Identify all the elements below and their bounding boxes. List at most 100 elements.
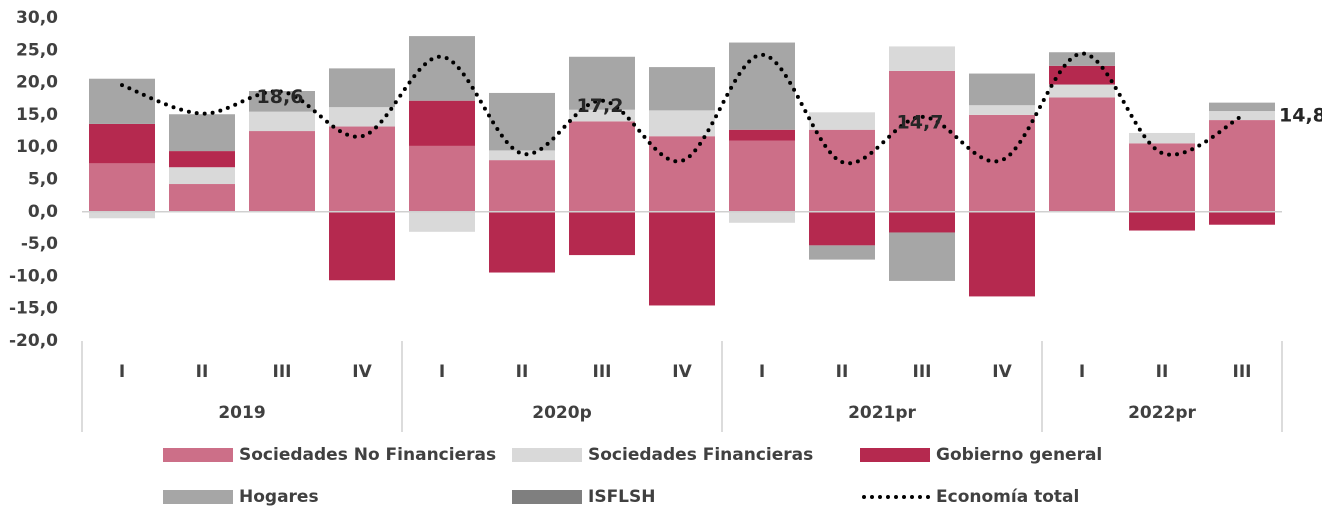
x-tick-label: III xyxy=(273,362,292,382)
bar-segment xyxy=(409,145,475,212)
bar-segment xyxy=(889,211,955,233)
bar-segment xyxy=(729,129,795,141)
bar-segment xyxy=(649,67,715,111)
x-tick-label: I xyxy=(119,362,125,382)
bar-segment xyxy=(169,151,235,168)
group-label: 2020p xyxy=(532,403,591,423)
y-tick-label: -20,0 xyxy=(9,331,58,351)
bar-segment xyxy=(1209,102,1275,112)
bar-segment xyxy=(1049,97,1115,212)
bar-segment xyxy=(569,109,635,122)
x-tick-label: II xyxy=(196,362,209,382)
y-tick-label: 10,0 xyxy=(16,137,58,157)
bar-segment xyxy=(489,160,555,212)
y-tick-label: 5,0 xyxy=(28,170,58,190)
bar-segment xyxy=(329,68,395,108)
bar-segment xyxy=(649,110,715,137)
data-label: 18,6 xyxy=(257,86,304,108)
bar-segment xyxy=(729,211,795,223)
legend-label: Sociedades No Financieras xyxy=(239,445,496,465)
bar-segment xyxy=(889,46,955,71)
bar-segment xyxy=(1049,65,1115,85)
bar-segment xyxy=(969,114,1035,212)
x-tick-label: III xyxy=(913,362,932,382)
bar-segment xyxy=(169,167,235,185)
bar-segment xyxy=(809,129,875,212)
bar-segment xyxy=(249,131,315,212)
y-tick-label: 0,0 xyxy=(28,202,58,222)
bar-segment xyxy=(809,245,875,260)
bar-segment xyxy=(969,105,1035,115)
x-tick-label: III xyxy=(1233,362,1252,382)
legend-swatch xyxy=(860,448,930,462)
y-tick-label: 15,0 xyxy=(16,105,58,125)
x-tick-label: I xyxy=(439,362,445,382)
bar-segment xyxy=(1209,120,1275,212)
bar-segment xyxy=(649,136,715,212)
x-tick-label: II xyxy=(1156,362,1169,382)
bar-segment xyxy=(729,140,795,212)
x-tick-label: I xyxy=(759,362,765,382)
bar-segment xyxy=(409,100,475,146)
bar-segment xyxy=(329,107,395,127)
bar-segment xyxy=(1049,84,1115,98)
legend-label: ISFLSH xyxy=(588,487,656,507)
bar-segment xyxy=(1129,132,1195,144)
bar-segment xyxy=(169,184,235,212)
y-tick-label: -15,0 xyxy=(9,299,58,319)
legend-swatch xyxy=(163,490,233,504)
bar-segment xyxy=(569,211,635,256)
bar-segment xyxy=(969,211,1035,297)
line-series xyxy=(120,51,1244,166)
y-tick-label: 25,0 xyxy=(16,40,58,60)
data-label: 14,7 xyxy=(897,111,944,133)
y-tick-label: 20,0 xyxy=(16,73,58,93)
data-label: 17,2 xyxy=(577,95,624,117)
bar-segment xyxy=(1049,52,1115,66)
bar-segment xyxy=(249,90,315,112)
x-tick-label: II xyxy=(836,362,849,382)
bar-segment xyxy=(809,211,875,246)
group-label: 2019 xyxy=(218,403,265,423)
legend-swatch xyxy=(512,448,582,462)
group-label: 2021pr xyxy=(848,403,916,423)
bar-segment xyxy=(729,42,795,130)
legend-label: Economía total xyxy=(936,487,1079,507)
y-tick-label: -5,0 xyxy=(21,234,58,254)
x-tick-label: II xyxy=(516,362,529,382)
bar-segment xyxy=(249,111,315,132)
bar-segment xyxy=(489,92,555,151)
bar-segment xyxy=(1209,211,1275,225)
bar-segment xyxy=(889,232,955,281)
x-tick-label: IV xyxy=(992,362,1012,382)
bar-segment xyxy=(89,123,155,164)
x-tick-label: I xyxy=(1079,362,1085,382)
bar-segment xyxy=(1209,111,1275,121)
bar-segment xyxy=(329,126,395,212)
bar-segment xyxy=(569,121,635,212)
legend-label: Gobierno general xyxy=(936,445,1102,465)
bar-segment xyxy=(169,114,235,152)
data-label: 14,8 xyxy=(1279,105,1322,127)
legend-label: Hogares xyxy=(239,487,319,507)
legend-label: Sociedades Financieras xyxy=(588,445,813,465)
y-tick-label: -10,0 xyxy=(9,266,58,286)
bar-segment xyxy=(89,211,155,219)
legend-swatch xyxy=(512,490,582,504)
bar-segment xyxy=(889,70,955,212)
bar-segment xyxy=(489,211,555,273)
y-tick-label: 30,0 xyxy=(16,8,58,28)
x-tick-label: IV xyxy=(352,362,372,382)
bar-segment xyxy=(89,163,155,212)
bar-segment xyxy=(489,150,555,161)
bar-segment xyxy=(969,73,1035,106)
x-tick-label: IV xyxy=(672,362,692,382)
legend-swatch xyxy=(163,448,233,462)
x-tick-label: III xyxy=(593,362,612,382)
bar-segment xyxy=(409,211,475,232)
bar-segment xyxy=(1129,211,1195,231)
bar-segment xyxy=(649,211,715,306)
bar-segment xyxy=(329,211,395,281)
